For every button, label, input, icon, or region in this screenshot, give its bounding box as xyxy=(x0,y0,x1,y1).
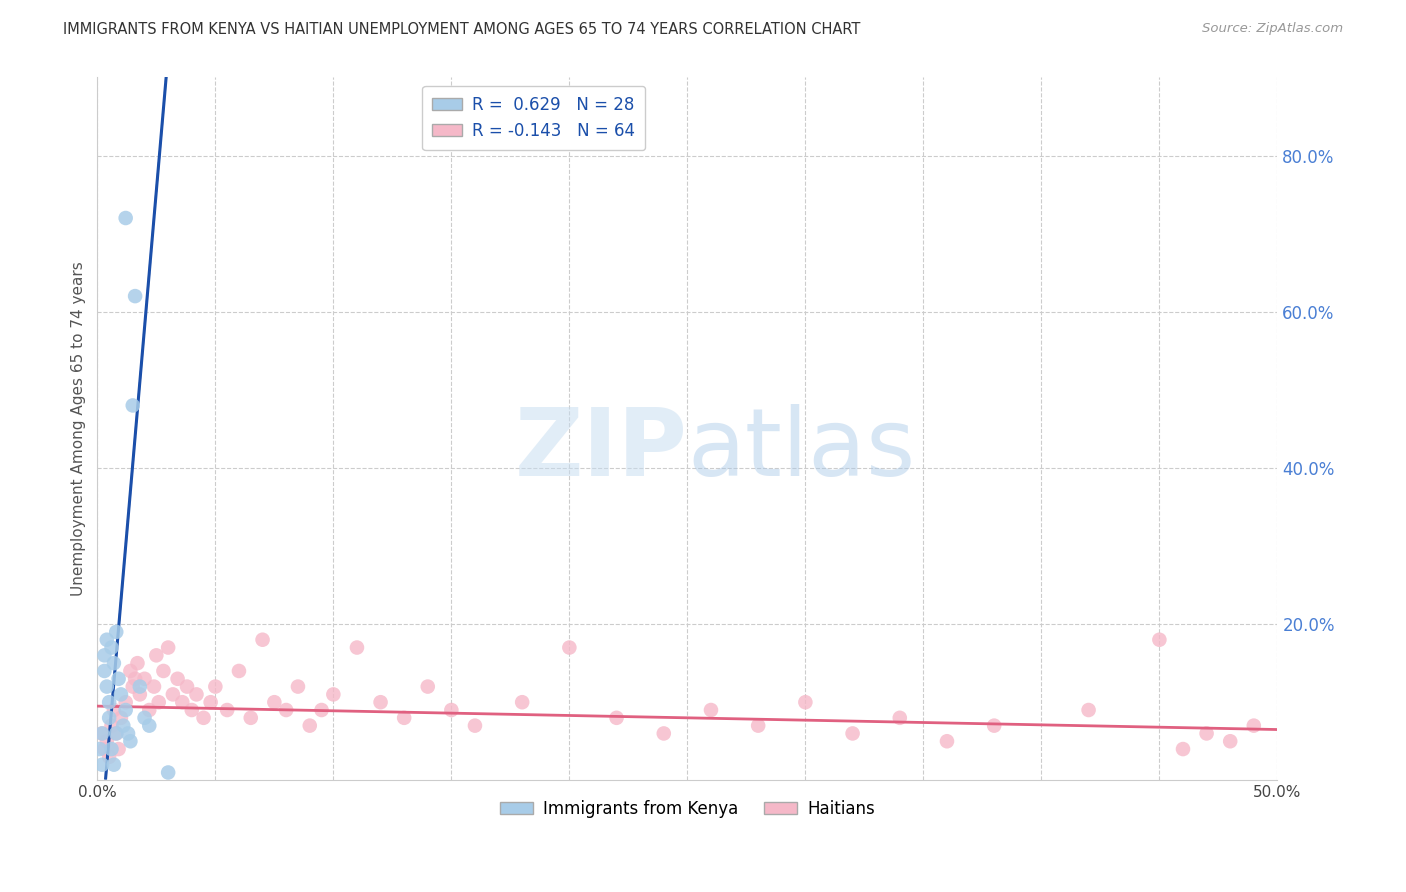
Point xyxy=(103,757,125,772)
Point xyxy=(1149,632,1171,647)
Point xyxy=(100,640,122,655)
Point xyxy=(217,703,239,717)
Point xyxy=(157,765,180,780)
Point xyxy=(143,680,166,694)
Point xyxy=(117,726,139,740)
Point xyxy=(172,695,194,709)
Point xyxy=(100,742,122,756)
Point xyxy=(700,703,723,717)
Point xyxy=(1243,718,1265,732)
Point xyxy=(98,750,121,764)
Point xyxy=(152,664,174,678)
Point xyxy=(148,695,170,709)
Point xyxy=(124,289,146,303)
Point xyxy=(91,726,114,740)
Point xyxy=(103,703,125,717)
Point xyxy=(936,734,959,748)
Point xyxy=(157,640,180,655)
Point xyxy=(889,711,911,725)
Point xyxy=(120,734,142,748)
Point xyxy=(93,648,115,663)
Point xyxy=(110,687,132,701)
Point xyxy=(105,624,128,639)
Point xyxy=(252,632,274,647)
Point xyxy=(287,680,309,694)
Point xyxy=(193,711,215,725)
Text: ZIP: ZIP xyxy=(515,404,688,496)
Point xyxy=(120,664,142,678)
Point xyxy=(841,726,863,740)
Point xyxy=(107,742,129,756)
Point xyxy=(112,718,135,732)
Point xyxy=(127,656,149,670)
Text: IMMIGRANTS FROM KENYA VS HAITIAN UNEMPLOYMENT AMONG AGES 65 TO 74 YEARS CORRELAT: IMMIGRANTS FROM KENYA VS HAITIAN UNEMPLO… xyxy=(63,22,860,37)
Point xyxy=(138,718,160,732)
Point xyxy=(180,703,202,717)
Point xyxy=(311,703,333,717)
Point xyxy=(1219,734,1241,748)
Point xyxy=(652,726,675,740)
Point xyxy=(98,711,121,725)
Point xyxy=(96,734,118,748)
Point xyxy=(105,726,128,740)
Point xyxy=(392,711,415,725)
Point xyxy=(606,711,628,725)
Point xyxy=(370,695,392,709)
Point xyxy=(128,687,150,701)
Point xyxy=(91,726,114,740)
Point xyxy=(200,695,222,709)
Point xyxy=(276,703,298,717)
Point xyxy=(558,640,581,655)
Point xyxy=(983,718,1005,732)
Point xyxy=(228,664,250,678)
Point xyxy=(110,711,132,725)
Point xyxy=(114,703,136,717)
Point xyxy=(1077,703,1099,717)
Point xyxy=(1195,726,1218,740)
Point xyxy=(176,680,198,694)
Point xyxy=(100,718,122,732)
Point xyxy=(204,680,226,694)
Point xyxy=(440,703,463,717)
Point xyxy=(162,687,184,701)
Point xyxy=(510,695,533,709)
Point xyxy=(747,718,769,732)
Point xyxy=(186,687,208,701)
Point xyxy=(89,742,111,756)
Point xyxy=(794,695,817,709)
Point xyxy=(96,632,118,647)
Point xyxy=(416,680,439,694)
Point xyxy=(103,656,125,670)
Y-axis label: Unemployment Among Ages 65 to 74 years: Unemployment Among Ages 65 to 74 years xyxy=(72,261,86,596)
Point xyxy=(114,211,136,225)
Point xyxy=(107,672,129,686)
Point xyxy=(166,672,188,686)
Point xyxy=(134,672,156,686)
Point xyxy=(105,726,128,740)
Point xyxy=(91,757,114,772)
Point xyxy=(114,695,136,709)
Text: Source: ZipAtlas.com: Source: ZipAtlas.com xyxy=(1202,22,1343,36)
Point xyxy=(96,680,118,694)
Point xyxy=(464,718,486,732)
Point xyxy=(138,703,160,717)
Point xyxy=(93,664,115,678)
Point xyxy=(128,680,150,694)
Point xyxy=(322,687,344,701)
Point xyxy=(98,695,121,709)
Point xyxy=(93,742,115,756)
Point xyxy=(1171,742,1194,756)
Point xyxy=(346,640,368,655)
Point xyxy=(239,711,262,725)
Point xyxy=(263,695,285,709)
Point xyxy=(121,399,143,413)
Legend: Immigrants from Kenya, Haitians: Immigrants from Kenya, Haitians xyxy=(494,793,882,825)
Point xyxy=(121,680,143,694)
Text: atlas: atlas xyxy=(688,404,915,496)
Point xyxy=(298,718,321,732)
Point xyxy=(145,648,167,663)
Point xyxy=(124,672,146,686)
Point xyxy=(134,711,156,725)
